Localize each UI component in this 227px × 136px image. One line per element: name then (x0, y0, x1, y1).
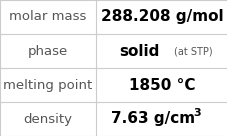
Text: melting point: melting point (3, 78, 92, 92)
Text: phase: phase (28, 44, 68, 58)
Text: 3: 3 (192, 108, 200, 118)
Text: 1850 °C: 1850 °C (128, 78, 194, 92)
Text: density: density (23, 112, 72, 126)
Text: 288.208 g/mol: 288.208 g/mol (100, 10, 222, 24)
Text: solid: solid (118, 44, 159, 58)
Text: 7.63 g/cm: 7.63 g/cm (110, 112, 194, 126)
Text: molar mass: molar mass (9, 10, 86, 24)
Text: (at STP): (at STP) (174, 46, 212, 56)
